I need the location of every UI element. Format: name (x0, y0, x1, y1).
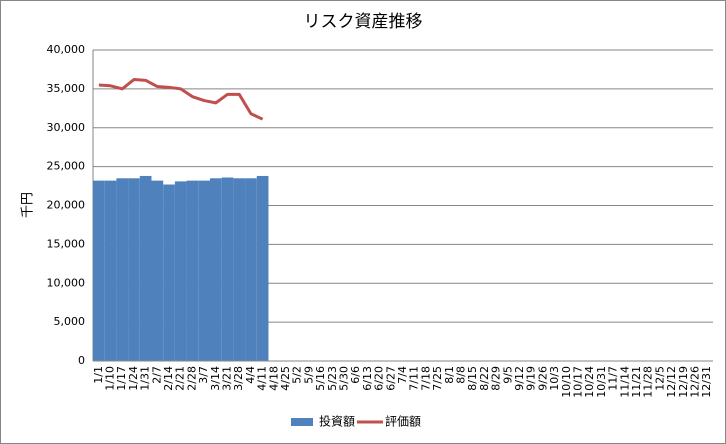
x-tick-label: 5/2 (291, 366, 304, 384)
x-tick-label: 2/14 (162, 366, 175, 391)
y-tick-label: 35,000 (47, 82, 86, 95)
x-tick-label: 2/28 (185, 366, 198, 391)
x-tick-label: 3/28 (232, 366, 245, 391)
x-tick-label: 9/5 (501, 366, 514, 384)
bar (256, 175, 269, 361)
chart-title: リスク資産推移 (304, 12, 423, 32)
x-tick-label: 4/18 (267, 366, 280, 391)
bar (245, 178, 257, 361)
y-tick-label: 10,000 (47, 276, 86, 289)
x-tick-label: 3/14 (209, 366, 222, 391)
x-tick-label: 8/29 (490, 366, 503, 391)
x-tick-label: 6/6 (349, 366, 362, 384)
x-tick-label: 2/21 (174, 366, 187, 391)
x-tick-label: 7/4 (396, 366, 409, 384)
y-tick-label: 40,000 (47, 43, 86, 56)
x-tick-label: 6/13 (361, 366, 374, 391)
x-tick-label: 1/1 (92, 366, 105, 384)
x-tick-label: 5/23 (326, 366, 339, 391)
x-tick-label: 11/14 (618, 366, 631, 398)
y-tick-label: 20,000 (47, 199, 86, 212)
x-tick-label: 6/20 (373, 366, 386, 391)
x-tick-label: 4/11 (256, 366, 269, 391)
x-tick-label: 12/26 (688, 366, 701, 398)
bar (221, 177, 234, 361)
x-tick-label: 10/10 (560, 366, 573, 398)
x-tick-label: 10/31 (595, 366, 608, 398)
x-tick-label: 12/31 (700, 366, 713, 398)
legend-swatch (291, 418, 313, 426)
x-tick-label: 10/24 (583, 366, 596, 398)
bar (139, 175, 152, 361)
x-tick-label: 5/30 (338, 366, 351, 391)
y-tick-label: 5,000 (54, 315, 86, 328)
y-axis-label: 千円 (21, 192, 36, 218)
x-tick-label: 10/3 (548, 366, 561, 391)
y-tick-label: 0 (78, 354, 85, 367)
bar (93, 180, 105, 361)
x-tick-label: 9/12 (513, 366, 526, 391)
x-tick-label: 11/28 (642, 366, 655, 398)
x-tick-label: 4/4 (244, 366, 257, 384)
bar (128, 178, 140, 361)
x-tick-label: 9/26 (536, 366, 549, 391)
x-tick-label: 1/17 (115, 366, 128, 391)
x-tick-label: 6/27 (384, 366, 397, 391)
x-tick-label: 8/8 (454, 366, 467, 384)
bar (186, 180, 199, 361)
x-tick-label: 1/24 (127, 366, 140, 391)
x-tick-label: 8/15 (466, 366, 479, 391)
bar (198, 180, 210, 361)
bar (209, 178, 222, 361)
x-tick-label: 5/16 (314, 366, 327, 391)
bar (104, 180, 117, 361)
x-tick-label: 12/19 (677, 366, 690, 398)
bar (151, 180, 164, 361)
x-tick-label: 8/1 (443, 366, 456, 384)
x-tick-label: 10/17 (571, 366, 584, 398)
x-tick-label: 7/25 (431, 366, 444, 391)
bar (163, 184, 175, 361)
bar (116, 178, 129, 361)
x-tick-label: 9/19 (525, 366, 538, 391)
x-tick-label: 1/31 (139, 366, 152, 391)
y-tick-label: 15,000 (47, 237, 86, 250)
x-tick-label: 8/22 (478, 366, 491, 391)
x-tick-label: 4/25 (279, 366, 292, 391)
x-tick-label: 12/12 (665, 366, 678, 398)
x-tick-label: 1/10 (104, 366, 117, 391)
x-tick-label: 11/7 (607, 366, 620, 391)
y-tick-label: 30,000 (47, 121, 86, 134)
y-tick-label: 25,000 (47, 160, 86, 173)
legend-label: 投資額 (319, 414, 355, 429)
x-tick-label: 5/9 (302, 366, 315, 384)
legend-label: 評価額 (385, 414, 421, 429)
x-tick-label: 11/21 (630, 366, 643, 398)
x-tick-label: 3/21 (221, 366, 234, 391)
line (98, 78, 264, 121)
x-tick-label: 3/7 (197, 366, 210, 384)
x-tick-label: 2/7 (150, 366, 163, 384)
x-tick-label: 12/5 (653, 366, 666, 391)
bar (174, 181, 187, 361)
bar (233, 178, 246, 361)
x-tick-label: 7/11 (408, 366, 421, 391)
x-tick-label: 7/18 (419, 366, 432, 391)
